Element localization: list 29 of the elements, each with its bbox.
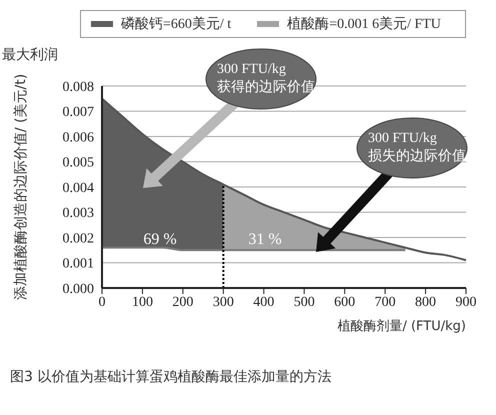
y-axis-title: 添加植酸酶创造的边际价值/ (美元/t) — [12, 74, 29, 300]
x-tick-label: 200 — [172, 294, 194, 310]
x-tick-label: 100 — [132, 294, 153, 310]
annotation: 69 % — [143, 231, 177, 248]
y-tick-label: 0.007 — [62, 105, 94, 120]
y-tick-label: 0.002 — [62, 231, 94, 246]
x-axis-title: 植酸酶剂量/ (FTU/kg) — [337, 318, 466, 334]
x-tick-label: 500 — [294, 294, 315, 310]
x-tick-label: 700 — [374, 294, 396, 310]
y-tick-label: 0.005 — [62, 156, 94, 171]
x-tick-label: 900 — [456, 294, 476, 310]
legend-label: 植酸酶=0.001 6美元/ FTU — [287, 15, 441, 33]
x-tick-label: 400 — [253, 294, 274, 310]
y-tick-label: 0.003 — [62, 206, 94, 222]
y-tick-label: 0.004 — [62, 180, 94, 196]
y-tick-label: 0.006 — [62, 130, 94, 146]
legend-label: 磷酸钙=660美元/ t — [121, 15, 232, 33]
x-tick-label: 800 — [415, 294, 436, 310]
annotation: 300 FTU/kg 损失的边际价值 — [368, 131, 466, 164]
x-tick-label: 600 — [334, 294, 356, 310]
y-tick-label: 0.001 — [62, 256, 94, 272]
y-tick-label: 0.008 — [62, 80, 94, 95]
annotation: 31 % — [248, 231, 282, 248]
text: 最大利润 — [2, 46, 58, 64]
y-tick-label: 0.000 — [62, 282, 94, 297]
x-tick-label: 0 — [98, 294, 106, 310]
x-tick-label: 300 — [212, 294, 234, 310]
caption: 图3 以价值为基础计算蛋鸡植酸酶最佳添加量的方法 — [10, 368, 332, 386]
annotation: 300 FTU/kg 获得的边际价值 — [217, 62, 315, 95]
